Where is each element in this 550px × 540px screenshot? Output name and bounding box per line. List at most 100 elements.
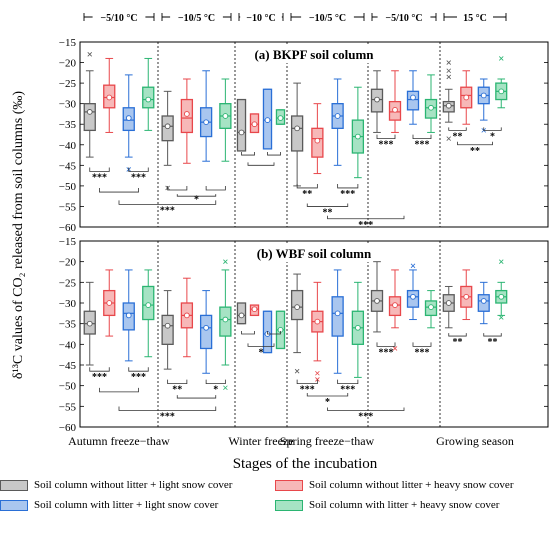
bracket bbox=[176, 395, 217, 399]
legend-swatch bbox=[275, 499, 303, 511]
box-mean bbox=[222, 316, 229, 323]
box-5-0 bbox=[442, 285, 455, 329]
box-2-0 bbox=[236, 302, 247, 325]
temp-label: −10/5 °C bbox=[309, 13, 346, 24]
box-mean bbox=[334, 113, 341, 119]
outlier bbox=[446, 68, 452, 74]
legend-entry: Soil column with litter + light snow cov… bbox=[0, 499, 218, 511]
box-mean bbox=[222, 113, 229, 119]
y-tick-label: −25 bbox=[59, 78, 77, 90]
box-4-1 bbox=[388, 70, 402, 133]
significance-label: * bbox=[325, 397, 330, 408]
y-tick-label: −60 bbox=[59, 222, 77, 234]
box-4-3 bbox=[424, 74, 438, 133]
outlier bbox=[498, 56, 504, 61]
temp-label: −10 °C bbox=[246, 13, 275, 24]
bracket bbox=[483, 333, 502, 337]
box-mean bbox=[125, 312, 132, 319]
bracket bbox=[205, 186, 226, 191]
panel-b: −60 −55 −50 −45 −40 −35 −30 −25 −20 −15 (b) WBF so… bbox=[59, 236, 549, 434]
bracket bbox=[247, 343, 275, 347]
bracket bbox=[376, 342, 396, 347]
outlier bbox=[315, 370, 320, 376]
significance-label: ** bbox=[172, 385, 182, 396]
box-2-1 bbox=[249, 113, 260, 134]
box-1-3 bbox=[219, 259, 232, 391]
stage-label: Autumn freeze−thaw bbox=[68, 434, 170, 448]
outlier bbox=[498, 259, 504, 264]
temp-label-bg bbox=[92, 10, 146, 24]
panel-title: (a) BKPF soil column bbox=[254, 47, 374, 62]
box-5-3 bbox=[495, 56, 508, 109]
outlier bbox=[223, 259, 228, 264]
y-tick-label: −25 bbox=[59, 277, 77, 289]
box-mean bbox=[445, 300, 452, 306]
box-5-2 bbox=[477, 281, 490, 325]
bracket bbox=[128, 367, 149, 372]
significance-label: *** bbox=[379, 140, 394, 151]
y-axis-label: δ¹³C values of CO₂ released from soil co… bbox=[11, 91, 26, 379]
box-3-0 bbox=[290, 273, 304, 374]
legend-swatch bbox=[0, 479, 28, 491]
box-0-1 bbox=[103, 269, 116, 337]
temp-label-bg bbox=[170, 10, 223, 24]
box-mean bbox=[374, 96, 380, 103]
box-mean bbox=[428, 304, 434, 310]
box-mean bbox=[498, 293, 505, 300]
bracket bbox=[327, 407, 405, 411]
box-4-0 bbox=[370, 261, 384, 333]
significance-label: ** bbox=[453, 131, 463, 142]
legend-label: Soil column with litter + light snow cov… bbox=[34, 499, 219, 511]
bracket bbox=[118, 406, 217, 411]
bracket bbox=[128, 167, 149, 172]
box-4-0 bbox=[370, 70, 384, 133]
temp-label-bg bbox=[301, 10, 354, 24]
box-1-0 bbox=[161, 290, 174, 370]
box-iqr bbox=[199, 314, 213, 350]
box-1-1 bbox=[180, 277, 194, 358]
y-tick-label: −35 bbox=[59, 319, 77, 331]
box-mean bbox=[445, 102, 452, 109]
y-tick-label: −60 bbox=[59, 422, 77, 434]
significance-label: ** bbox=[488, 337, 498, 348]
box-mean bbox=[410, 293, 416, 300]
box-3-1 bbox=[311, 103, 324, 175]
box-3-2 bbox=[331, 269, 344, 374]
bracket bbox=[306, 393, 349, 397]
significance-label: *** bbox=[131, 173, 146, 184]
box-mean bbox=[164, 322, 171, 329]
box-mean bbox=[374, 298, 380, 304]
temp-label-bg bbox=[240, 10, 282, 24]
bracket bbox=[296, 379, 318, 384]
outlier bbox=[498, 315, 504, 320]
box-1-2 bbox=[199, 290, 213, 374]
significance-brackets: *** ******** ***** ********** ***** ** bbox=[89, 331, 502, 422]
bracket bbox=[241, 152, 255, 156]
temp-label: −5/10 °C bbox=[100, 13, 137, 24]
outlier bbox=[446, 74, 452, 80]
significance-label: *** bbox=[415, 140, 430, 151]
significance-label: ** bbox=[470, 146, 480, 157]
bracket bbox=[167, 379, 188, 384]
legend-swatch bbox=[275, 479, 303, 491]
y-tick-label: −30 bbox=[59, 99, 77, 111]
legend: Soil column without litter + light snow … bbox=[0, 475, 550, 540]
box-2-0 bbox=[236, 98, 247, 152]
stage-label: Winter freeze bbox=[228, 434, 293, 448]
bracket bbox=[337, 183, 359, 189]
box-1-1 bbox=[180, 78, 194, 164]
box-0-3 bbox=[142, 269, 155, 358]
box-4-1 bbox=[388, 269, 402, 351]
panel-title: (b) WBF soil column bbox=[257, 246, 372, 261]
bracket bbox=[99, 188, 139, 193]
legend-label: Soil column without litter + heavy snow … bbox=[309, 479, 514, 491]
temp-label: −5/10 °C bbox=[385, 13, 422, 24]
outlier bbox=[223, 385, 228, 391]
significance-label: ** bbox=[323, 207, 333, 218]
box-mean bbox=[392, 302, 398, 308]
box-iqr bbox=[290, 115, 304, 152]
box-mean bbox=[294, 125, 300, 132]
box-mean bbox=[145, 302, 152, 308]
bracket bbox=[267, 152, 281, 156]
box-mean bbox=[498, 88, 505, 95]
